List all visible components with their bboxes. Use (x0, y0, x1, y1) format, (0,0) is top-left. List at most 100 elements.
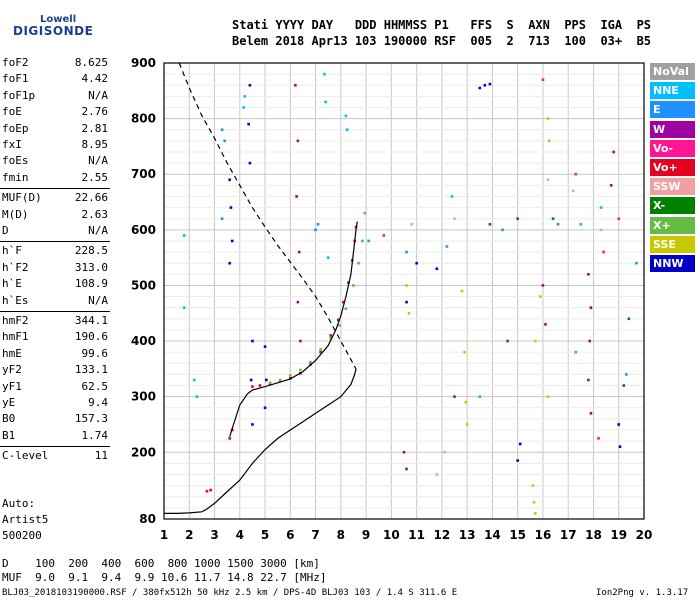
param-value: 99.6 (81, 346, 109, 360)
legend-item-nne: NNE (650, 82, 695, 100)
data-point-vo (541, 78, 545, 81)
legend-item-sse: SSE (650, 235, 695, 253)
data-point-x (506, 339, 509, 343)
x-tick-label: 7 (311, 528, 319, 542)
param-row: C-level 11 (2, 449, 108, 465)
y-tick-label: 300 (131, 390, 156, 404)
param-name: hmF2 (2, 314, 29, 327)
param-value: 313.0 (74, 260, 108, 274)
param-value: 133.1 (74, 363, 108, 377)
data-point-e (501, 228, 504, 232)
param-value: 4.42 (81, 72, 109, 86)
data-point-w (541, 284, 545, 287)
data-point-nnw (618, 445, 622, 449)
data-point-nnw (483, 83, 487, 87)
param-value: 2.63 (81, 207, 109, 221)
x-tick-label: 3 (210, 528, 218, 542)
data-point-ssw (571, 189, 575, 193)
param-name: yF1 (2, 379, 22, 393)
param-name: h`F (2, 244, 22, 258)
data-point-x (278, 378, 282, 382)
x-tick-label: 9 (362, 528, 370, 542)
param-row: hmE 99.6 (2, 347, 108, 363)
param-row: h`E 108.9 (2, 277, 108, 293)
data-point-x (453, 395, 456, 398)
data-point-e (556, 222, 560, 226)
param-row: h`Es N/A (2, 294, 108, 310)
data-point-vo (602, 250, 605, 254)
data-point-sse (460, 289, 464, 293)
data-point-nnw (516, 459, 519, 462)
param-value: 108.9 (74, 277, 108, 291)
param-name: foEs (2, 154, 29, 168)
data-point-e (220, 128, 224, 132)
param-name: foF2 (2, 56, 29, 69)
data-point-sse (547, 139, 551, 143)
data-point-x (627, 317, 631, 321)
x-tick-label: 1 (160, 528, 168, 542)
muf-distance-row: D 100 200 400 600 800 1000 1500 3000 [km… (2, 557, 320, 570)
header-labels: Stati YYYY DAY DDD HHMMSS P1 FFS S AXN P… (232, 18, 652, 32)
data-point-nnw (228, 178, 231, 182)
data-point-x (319, 348, 322, 351)
data-point-e (220, 217, 224, 221)
param-value: 228.5 (74, 244, 108, 258)
x-tick-label: 6 (286, 528, 294, 542)
data-point-vo (258, 384, 262, 387)
param-name: foEp (2, 121, 29, 135)
legend-item-noval: NoVal (650, 63, 695, 80)
data-point-e (445, 245, 449, 248)
data-point-vo (597, 437, 600, 440)
param-name: foF1p (2, 88, 36, 102)
y-tick-label: 900 (131, 56, 156, 70)
x-tick-label: 5 (261, 528, 269, 542)
x-tick-label: 18 (585, 528, 602, 542)
x-tick-label: 17 (560, 528, 577, 542)
data-point-x (309, 360, 312, 364)
data-point-e (316, 222, 320, 226)
param-separator (0, 445, 110, 447)
data-point-w (405, 467, 408, 471)
data-point-w (296, 139, 300, 143)
param-value: 8.625 (74, 56, 108, 69)
profile-line-dashed (178, 62, 357, 370)
data-point-nne (599, 206, 603, 209)
legend-item-vo: Vo+ (650, 159, 695, 176)
param-name: yF2 (2, 363, 22, 377)
data-point-sse (534, 339, 537, 343)
data-point-nne (344, 114, 348, 118)
data-point-nne (326, 256, 330, 259)
y-tick-label: 80 (139, 512, 156, 526)
y-tick-label: 600 (131, 223, 156, 237)
y-tick-label: 200 (131, 445, 156, 459)
data-point-nnw (265, 378, 268, 382)
data-point-sse (539, 295, 542, 298)
data-point-sse (546, 395, 550, 398)
auto-code: 500200 (2, 529, 42, 542)
data-point-vo (251, 385, 254, 388)
data-point-w (587, 378, 590, 382)
param-row: foEp 2.81 (2, 122, 108, 138)
param-row: fxI 8.95 (2, 138, 108, 154)
param-value: N/A (88, 88, 108, 102)
param-value: 2.81 (81, 121, 109, 135)
data-point-nnw (251, 423, 254, 426)
logo-lowell: Lowell (40, 14, 77, 25)
data-point-sse (534, 512, 537, 515)
trace-line (164, 368, 357, 514)
param-name: B1 (2, 428, 16, 442)
param-value: 9.4 (88, 396, 108, 409)
param-row: foF1 4.42 (2, 72, 108, 88)
data-point-x (289, 374, 292, 377)
param-row: foE 2.76 (2, 105, 108, 121)
data-point-x (361, 239, 364, 243)
version-info: Ion2Png v. 1.3.17 (596, 588, 689, 598)
data-point-ssw (443, 450, 446, 454)
param-row: hmF1 190.6 (2, 330, 108, 346)
legend-item-vo: Vo- (650, 139, 695, 157)
data-point-nnw (229, 206, 233, 209)
data-point-e (635, 261, 638, 265)
param-value: 22.66 (74, 191, 108, 205)
param-name: foF1 (2, 72, 29, 86)
param-row: foEs N/A (2, 154, 108, 170)
